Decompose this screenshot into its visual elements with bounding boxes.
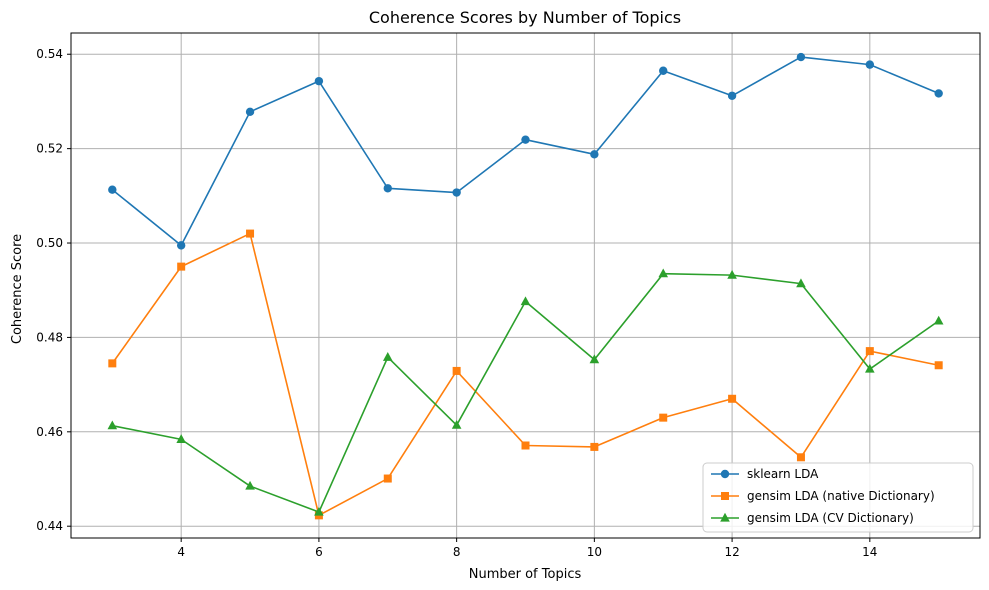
x-tick-label: 10: [587, 545, 602, 559]
y-axis-label: Coherence Score: [10, 234, 25, 344]
series-point: [796, 52, 806, 62]
series-point: [865, 363, 875, 373]
legend-entry: gensim LDA (CV Dictionary): [711, 511, 914, 525]
series-point: [176, 241, 186, 250]
plot-frame: [70, 32, 981, 539]
series-point: [865, 347, 874, 356]
legend-entries: sklearn LDA gensim LDA (native Dictionary…: [711, 467, 935, 525]
legend-label: gensim LDA (CV Dictionary): [747, 511, 914, 525]
series-point: [177, 262, 186, 271]
legend-marker: [720, 512, 730, 522]
y-tick-label: 0.44: [36, 519, 63, 533]
series-point: [934, 89, 943, 98]
series-point: [108, 359, 117, 368]
series-point: [521, 135, 530, 144]
x-axis-ticks: 4 6 8 10 12 14: [177, 538, 877, 559]
series-point: [246, 229, 255, 238]
legend-entry: sklearn LDA: [711, 467, 819, 481]
series-point: [727, 91, 737, 100]
series-point: [383, 184, 392, 193]
x-tick-label: 4: [177, 545, 185, 559]
series-point: [589, 354, 600, 364]
legend-label: gensim LDA (native Dictionary): [747, 489, 935, 503]
series-point: [521, 441, 530, 450]
series-point: [451, 420, 462, 429]
series-1: [108, 52, 943, 250]
series-point: [383, 474, 392, 483]
x-tick-label: 8: [453, 545, 461, 559]
series-point: [658, 268, 669, 278]
series-point: [452, 366, 461, 375]
y-tick-label: 0.54: [36, 47, 63, 61]
series-point: [452, 188, 461, 197]
series-point: [659, 66, 668, 75]
series-point: [590, 442, 599, 451]
x-axis-label: Number of Topics: [469, 567, 582, 582]
series-point: [934, 361, 943, 370]
x-tick-label: 12: [724, 545, 739, 559]
series-point: [865, 60, 875, 69]
legend-label: sklearn LDA: [747, 467, 819, 481]
legend: sklearn LDA gensim LDA (native Dictionary…: [702, 462, 974, 533]
series-point: [245, 107, 255, 117]
series-point: [314, 506, 324, 516]
series-point: [108, 185, 117, 194]
series-point: [176, 434, 186, 443]
legend-marker: [721, 492, 729, 500]
y-tick-label: 0.46: [36, 425, 63, 439]
y-axis-ticks: 0.44 0.46 0.48 0.50 0.52 0.54: [36, 47, 71, 533]
series-2: [108, 229, 943, 520]
series-point: [659, 413, 668, 422]
series-layer: [107, 52, 944, 520]
series-point: [314, 76, 324, 86]
legend-marker: [720, 469, 730, 479]
series-point: [107, 420, 118, 430]
series-point: [520, 296, 531, 306]
series-3: [107, 268, 944, 516]
x-tick-label: 14: [862, 545, 877, 559]
series-point: [590, 150, 599, 159]
x-tick-label: 6: [315, 545, 323, 559]
series-point: [796, 453, 805, 462]
series-point: [245, 480, 255, 490]
y-tick-label: 0.48: [36, 330, 63, 344]
y-tick-label: 0.50: [36, 236, 63, 250]
chart-title: Coherence Scores by Number of Topics: [369, 8, 681, 27]
legend-box: [702, 462, 974, 533]
series-point: [382, 352, 393, 361]
series-point: [727, 269, 737, 279]
legend-entry: gensim LDA (native Dictionary): [711, 489, 935, 503]
y-tick-label: 0.52: [36, 142, 63, 156]
series-point: [796, 278, 806, 288]
series-point: [933, 315, 944, 325]
series-point: [728, 394, 737, 403]
